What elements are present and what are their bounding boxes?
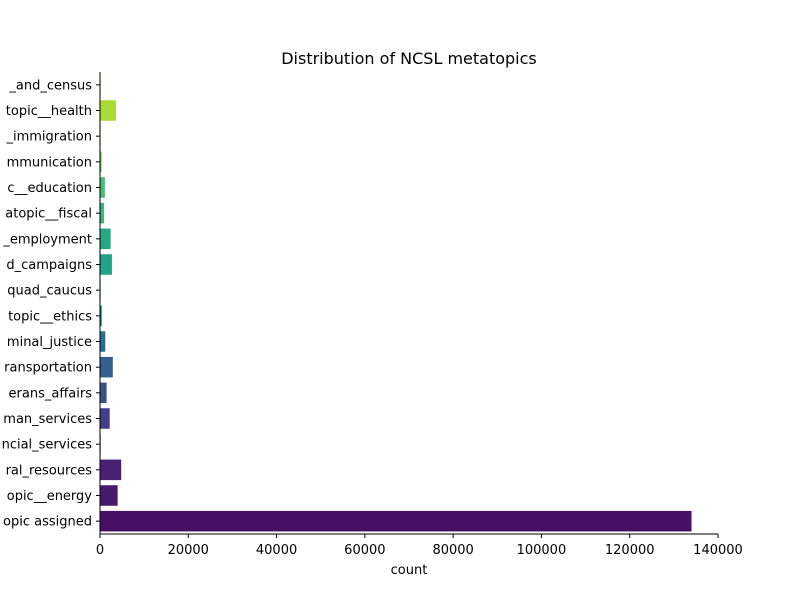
y-tick-label: _employment [2,232,92,247]
x-axis-label: count [391,563,428,578]
y-tick-label: mmunication [7,155,92,170]
bar-4 [100,177,105,198]
y-tick-label: quad_caucus [7,284,92,299]
x-tick-label: 60000 [344,543,385,558]
y-tick-label: _immigration [5,130,92,145]
y-tick-label: opic__energy [7,489,93,504]
y-tick-label: ncial_services [2,438,93,453]
y-tick-label: man_services [3,412,92,427]
bar-15 [100,459,122,481]
x-tick-label: 140000 [693,543,743,558]
bar-17 [100,510,692,532]
x-tick-label: 100000 [517,543,567,558]
bar-5 [100,202,104,224]
y-tick-label: c__education [7,181,92,196]
y-tick-label: atopic__fiscal [5,207,92,222]
x-tick-label: 40000 [256,543,297,558]
x-tick-label: 120000 [605,543,655,558]
x-tick-label: 20000 [168,543,209,558]
bar-1 [100,100,116,121]
chart-title: Distribution of NCSL metatopics [281,49,537,68]
bar-9 [100,305,102,327]
y-tick-label: topic__health [6,104,92,119]
bar-7 [100,254,112,275]
y-tick-label: ral_resources [6,463,93,478]
x-axis-ticks: 0 20000 40000 60000 80000 100000 120000 140000 [96,534,743,558]
y-tick-label: ransportation [4,361,92,376]
y-tick-label: _and_census [8,78,92,93]
bar-16 [100,485,118,506]
y-tick-label: minal_justice [7,335,92,350]
y-tick-label: topic__ethics [8,309,92,324]
bar-13 [100,408,110,429]
y-axis-ticks: _and_census topic__health _immigrationmmun… [2,78,100,530]
y-tick-label: erans_affairs [9,386,93,401]
x-tick-label: 80000 [432,543,473,558]
bar-3 [100,151,102,173]
bar-6 [100,228,111,250]
bar-12 [100,382,107,404]
y-tick-label: opic assigned [3,515,92,530]
bar-10 [100,331,106,352]
x-tick-label: 0 [96,543,104,558]
bars-group [100,74,692,532]
bar-11 [100,356,113,378]
y-tick-label: d_campaigns [6,258,92,273]
